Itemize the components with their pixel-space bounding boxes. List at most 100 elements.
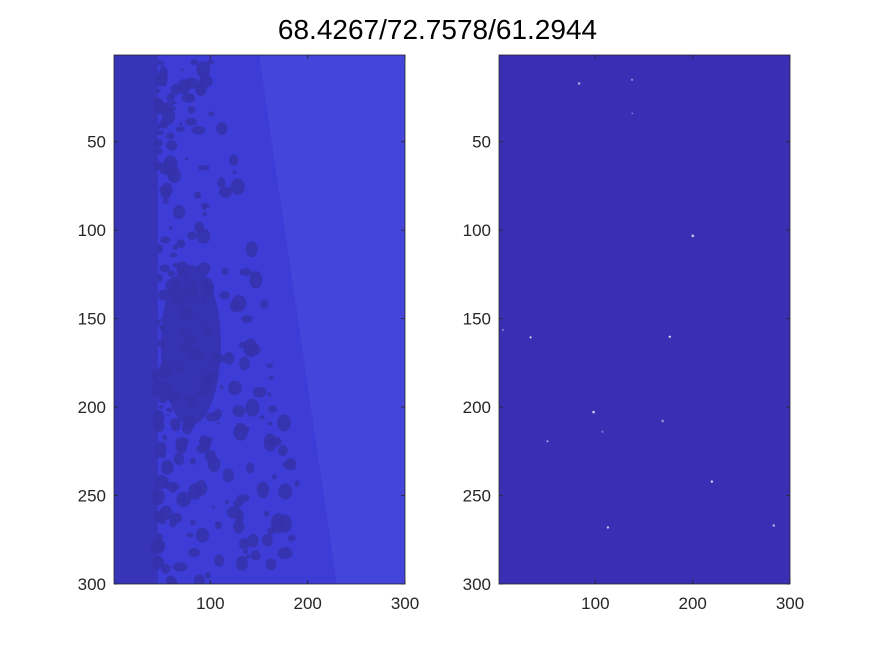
- image-blotch: [154, 475, 169, 490]
- image-blotch: [232, 170, 237, 174]
- y-tick-label: 300: [463, 575, 491, 594]
- image-blotch: [277, 414, 291, 432]
- image-blotch: [239, 356, 250, 371]
- image-blotch: [155, 244, 164, 254]
- image-blotch: [165, 132, 175, 140]
- image-blotch: [171, 101, 177, 105]
- image-blotch: [165, 575, 177, 584]
- y-tick-label: 250: [78, 487, 106, 506]
- image-blotch: [156, 60, 165, 66]
- image-blotch: [221, 267, 229, 276]
- image-blotch: [232, 405, 246, 418]
- image-blotch: [163, 264, 167, 267]
- image-blotch: [187, 106, 196, 114]
- image-blotch: [219, 290, 231, 300]
- image-speck: [529, 336, 532, 339]
- image-blotch: [267, 405, 278, 413]
- image-blotch: [259, 415, 265, 420]
- image-blotch: [277, 547, 293, 560]
- image-speck: [592, 410, 595, 414]
- image-blotch: [249, 271, 263, 289]
- image-blotch: [167, 270, 176, 278]
- image-blotch: [230, 178, 245, 195]
- image-blotch: [166, 414, 170, 416]
- image-blotch: [202, 211, 207, 217]
- image-blotch: [176, 491, 192, 508]
- image-blotch: [250, 549, 261, 561]
- image-blotch: [180, 68, 184, 72]
- image-blotch: [201, 202, 207, 211]
- image-blotch: [158, 405, 164, 409]
- image-blotch: [224, 499, 230, 505]
- image-light-band: [259, 55, 405, 584]
- x-tick-label: 300: [391, 594, 419, 613]
- image-blotch: [166, 407, 173, 413]
- image-blotch: [243, 426, 250, 432]
- x-tick-label: 300: [776, 594, 804, 613]
- image-blotch: [234, 425, 245, 433]
- image-blotch: [211, 505, 215, 509]
- image-blotch: [236, 555, 248, 571]
- image-blotch: [187, 231, 198, 240]
- image-blotch: [181, 93, 196, 103]
- image-blotch: [161, 107, 176, 125]
- image-blotch: [169, 252, 178, 258]
- image-blotch: [156, 516, 163, 523]
- image-blotch: [195, 527, 210, 543]
- image-blotch: [155, 100, 164, 112]
- image-blotch: [154, 138, 163, 147]
- image-speck: [661, 419, 664, 423]
- right-image-pixels: [499, 55, 790, 584]
- image-blotch: [158, 186, 167, 193]
- image-blotch: [163, 198, 169, 204]
- image-blotch: [203, 165, 210, 171]
- image-blotch: [191, 126, 206, 135]
- image-background: [499, 55, 790, 584]
- image-blotch: [161, 460, 174, 475]
- left-image-pixels: [114, 55, 405, 584]
- image-blotch: [166, 140, 178, 151]
- image-blotch: [216, 421, 220, 425]
- image-blotch: [239, 268, 252, 276]
- image-speck: [710, 480, 714, 483]
- image-blotch: [243, 549, 249, 554]
- image-blotch: [239, 538, 250, 550]
- image-blotch: [159, 66, 168, 79]
- image-blotch: [278, 483, 293, 500]
- axes-box: [498, 54, 791, 585]
- image-blotch: [197, 228, 211, 244]
- image-speck: [630, 78, 634, 81]
- image-blotch: [256, 481, 270, 499]
- image-blotch: [173, 452, 185, 466]
- image-blotch: [186, 532, 194, 538]
- right-image: 100 200 300 50 100 150 200 250 300: [463, 54, 804, 613]
- image-blotch: [172, 562, 188, 572]
- image-blotch: [175, 440, 187, 454]
- image-blotch: [151, 488, 166, 505]
- image-blotch: [158, 289, 170, 301]
- image-blotch: [277, 445, 288, 456]
- image-blotch: [161, 182, 173, 197]
- image-blotch: [222, 468, 235, 483]
- image-blotch: [218, 186, 232, 198]
- image-dark-strip: [114, 55, 158, 584]
- image-blotch: [267, 392, 272, 397]
- image-blotch: [252, 386, 267, 398]
- image-blotch: [156, 130, 165, 136]
- image-blotch: [241, 315, 253, 323]
- axes-box: [113, 54, 406, 585]
- image-blotch: [184, 77, 199, 89]
- image-blotch: [190, 59, 199, 66]
- image-blotch: [216, 121, 228, 136]
- image-blotch: [228, 154, 239, 166]
- image-blotch: [263, 510, 270, 517]
- image-blotch: [272, 474, 277, 480]
- image-blotch: [162, 434, 167, 441]
- image-blotch: [157, 123, 162, 128]
- y-tick-label: 100: [78, 221, 106, 240]
- y-tick-label: 50: [472, 133, 491, 152]
- image-blotch: [189, 457, 196, 465]
- image-blotch: [184, 157, 189, 161]
